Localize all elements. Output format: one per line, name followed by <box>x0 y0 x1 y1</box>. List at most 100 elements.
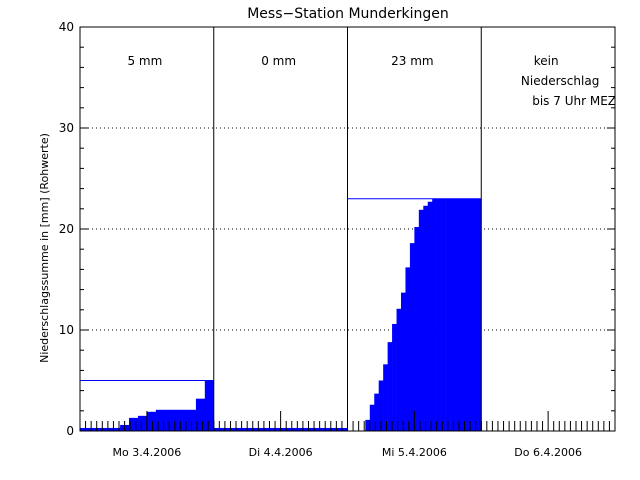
bar-day1-23 <box>316 427 322 431</box>
bar-day0-21 <box>173 409 179 431</box>
bar-day2-25 <box>458 198 464 431</box>
bar-day1-19 <box>298 427 304 431</box>
bar-day1-10 <box>258 427 264 431</box>
bar-day0-17 <box>155 409 161 431</box>
bar-day0-14 <box>142 415 148 431</box>
bar-day2-11 <box>396 308 402 431</box>
bar-day1-21 <box>307 427 313 431</box>
y-tick-labels: 0 10 20 30 40 <box>59 20 74 438</box>
bar-day2-10 <box>392 323 397 431</box>
x-day-labels: Mo 3.4.2006 Di 4.4.2006 Mi 5.4.2006 Do 6.4.… <box>113 446 582 459</box>
bar-day2-8 <box>383 364 388 431</box>
bar-day0-26 <box>195 398 201 431</box>
day-separators <box>213 27 482 431</box>
day-label-3: Do 6.4.2006 <box>514 446 582 459</box>
bar-day2-14 <box>409 243 415 431</box>
bar-day2-20 <box>436 198 442 431</box>
bar-day1-6 <box>240 427 246 431</box>
bar-day0-29 <box>209 380 215 431</box>
day-label-2: Mi 5.4.2006 <box>382 446 447 459</box>
y-tick-label-1: 10 <box>59 323 74 337</box>
hour-ticks <box>79 26 616 432</box>
bar-day2-16 <box>418 209 424 431</box>
bar-day2-19 <box>432 198 437 431</box>
bar-day0-11 <box>129 417 134 431</box>
bar-day2-7 <box>378 380 384 431</box>
bar-day2-13 <box>405 267 411 431</box>
day-label-1: Di 4.4.2006 <box>249 446 313 459</box>
bar-day1-20 <box>302 427 308 431</box>
bar-day0-27 <box>200 398 206 431</box>
day-annotation-2-0: 23 mm <box>391 54 433 68</box>
bar-day2-6 <box>374 393 380 431</box>
bar-day1-13 <box>271 427 277 431</box>
y-tick-label-2: 20 <box>59 222 74 236</box>
bar-day0-22 <box>178 409 183 431</box>
bar-day1-14 <box>276 427 281 431</box>
y-tick-label-4: 40 <box>59 20 74 34</box>
bar-day0-0 <box>80 427 85 431</box>
bar-day2-23 <box>450 198 455 431</box>
y-tick-label-0: 0 <box>66 424 74 438</box>
bar-day0-10 <box>124 424 130 431</box>
bar-day0-13 <box>137 415 143 431</box>
bar-day1-16 <box>285 427 290 431</box>
bar-day1-25 <box>325 427 330 431</box>
bar-day2-24 <box>454 198 460 431</box>
bar-series <box>80 198 482 431</box>
bar-day1-8 <box>249 427 255 431</box>
bar-day1-28 <box>338 427 344 431</box>
y-axis-label: Niederschlagssumme in [mm] (Rohwerte) <box>38 133 51 363</box>
bar-day1-24 <box>320 427 326 431</box>
bar-day0-8 <box>115 427 121 431</box>
day-annotation-3-1: Niederschlag <box>521 74 599 88</box>
bar-day0-9 <box>120 424 125 431</box>
bar-day2-27 <box>467 198 473 431</box>
bar-day2-28 <box>472 198 478 431</box>
bar-day2-22 <box>445 198 451 431</box>
bar-day0-6 <box>106 427 112 431</box>
bar-day2-12 <box>401 292 406 431</box>
bar-day0-23 <box>182 409 188 431</box>
bar-day0-1 <box>84 427 90 431</box>
day-annotation-3-2: bis 7 Uhr MEZ <box>532 94 616 108</box>
bar-day1-15 <box>280 427 286 431</box>
bar-day0-15 <box>146 411 152 431</box>
bar-day0-4 <box>97 427 103 431</box>
bar-day2-18 <box>427 201 433 431</box>
chart-title: Mess−Station Munderkingen <box>247 6 449 22</box>
bar-day1-9 <box>253 427 259 431</box>
y-tick-label-3: 30 <box>59 121 74 135</box>
bar-day1-4 <box>231 427 237 431</box>
bar-day0-18 <box>160 409 166 431</box>
bar-day1-26 <box>329 427 335 431</box>
bar-day2-15 <box>414 226 420 431</box>
bar-day0-3 <box>93 427 99 431</box>
daily-total-lines <box>80 198 482 381</box>
bar-day2-5 <box>369 404 375 431</box>
bar-day2-9 <box>387 342 393 431</box>
bar-day2-17 <box>423 205 429 431</box>
bar-day1-5 <box>236 427 241 431</box>
bar-day0-25 <box>191 409 197 431</box>
bar-day0-20 <box>169 409 174 431</box>
bar-day1-29 <box>343 427 348 431</box>
bar-day2-21 <box>441 198 446 431</box>
bar-day2-26 <box>463 198 469 431</box>
bar-day2-29 <box>476 198 482 431</box>
day-annotation-1-0: 0 mm <box>261 54 296 68</box>
bar-day1-18 <box>294 427 299 431</box>
bar-day1-0 <box>213 427 219 431</box>
bar-day0-5 <box>102 427 108 431</box>
bar-day0-19 <box>164 409 170 431</box>
bar-day0-24 <box>187 409 192 431</box>
day-annotations: 5 mm 0 mm 23 mm kein Niederschlag bis 7 Uhr M… <box>127 54 616 108</box>
day-annotation-3-0: kein <box>534 54 559 68</box>
bar-day0-16 <box>151 411 157 431</box>
bar-day0-28 <box>204 380 210 431</box>
bar-day1-3 <box>227 427 232 431</box>
bar-day1-1 <box>218 427 223 431</box>
bar-day1-11 <box>262 427 268 431</box>
bar-day2-4 <box>365 419 371 431</box>
